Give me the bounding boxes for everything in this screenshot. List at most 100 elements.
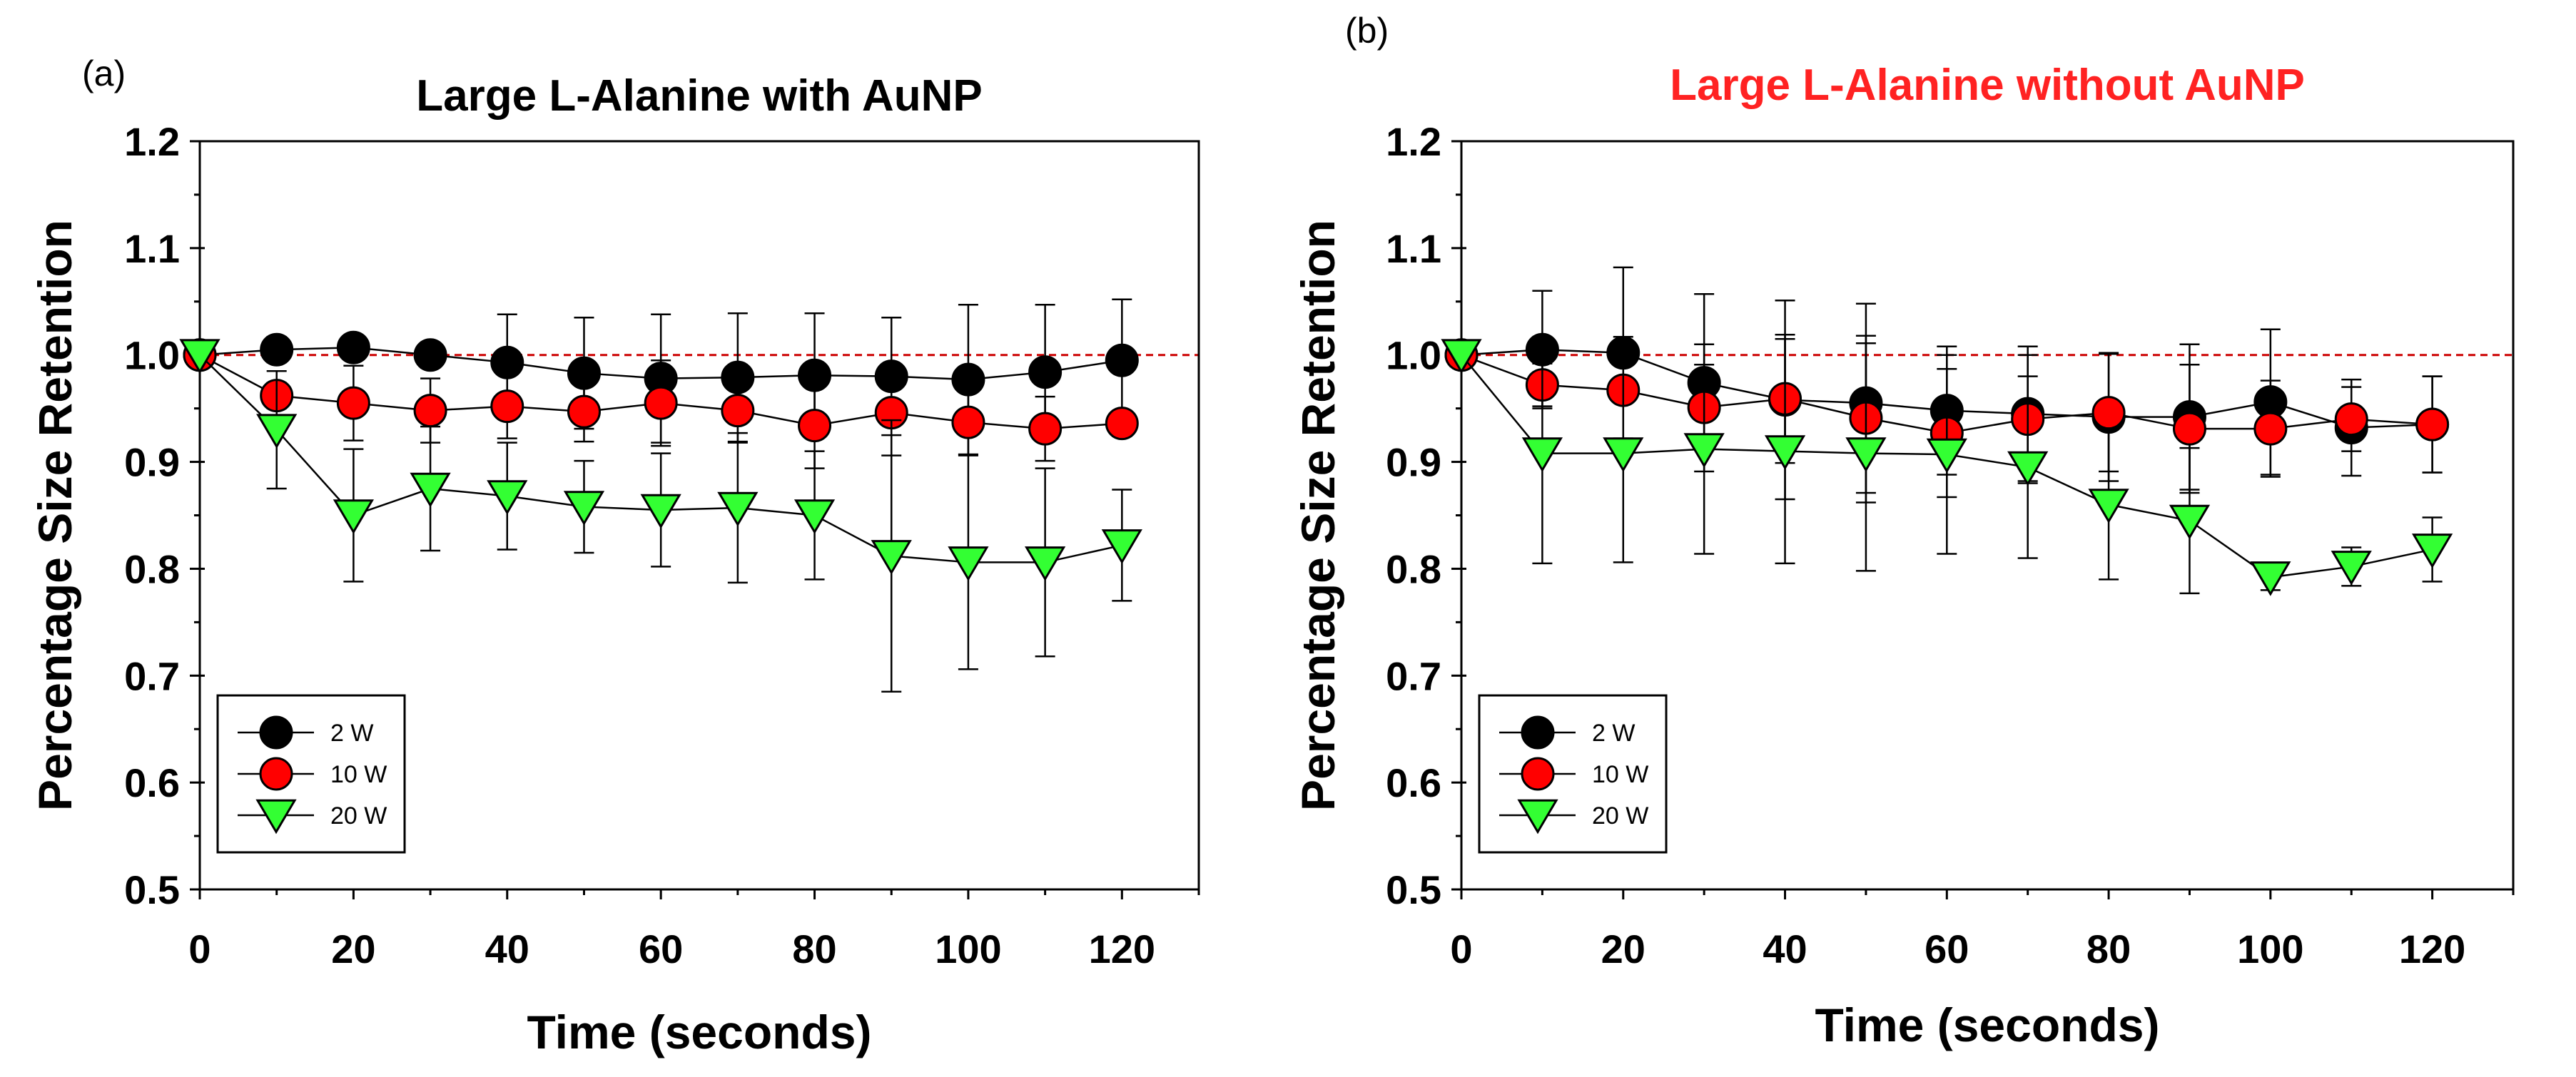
y-tick-label: 0.9	[124, 440, 180, 485]
y-tick-label: 0.5	[124, 867, 180, 912]
data-point	[871, 540, 912, 575]
x-tick-label: 100	[2237, 927, 2303, 971]
y-tick-label: 0.8	[124, 546, 180, 591]
panel-label: (b)	[1345, 11, 1389, 51]
legend-marker	[1521, 715, 1555, 750]
data-point	[2253, 412, 2288, 446]
data-point	[951, 405, 985, 439]
data-point	[2415, 407, 2450, 441]
data-point	[487, 480, 528, 515]
legend-marker	[259, 715, 293, 750]
x-tick-label: 40	[485, 927, 529, 971]
data-point	[179, 339, 220, 374]
data-point	[2334, 402, 2368, 437]
data-point	[721, 394, 755, 428]
y-tick-label: 0.6	[1386, 760, 1441, 805]
data-point	[336, 330, 370, 364]
x-tick-label: 20	[331, 927, 375, 971]
data-point	[644, 386, 678, 420]
x-tick-label: 80	[792, 927, 836, 971]
data-point	[1028, 355, 1063, 389]
legend-marker	[1517, 799, 1558, 834]
data-point	[1105, 407, 1139, 441]
x-tick-label: 0	[1450, 927, 1472, 971]
legend-label: 20 W	[330, 802, 387, 830]
data-point	[798, 409, 832, 443]
x-tick-label: 120	[2399, 927, 2465, 971]
legend-marker	[255, 799, 297, 834]
x-tick-label: 40	[1763, 927, 1807, 971]
legend-label: 2 W	[330, 720, 373, 747]
y-tick-label: 0.8	[1386, 546, 1441, 591]
x-tick-label: 60	[1925, 927, 1969, 971]
data-point	[717, 491, 759, 527]
data-point	[413, 394, 447, 428]
y-axis-label: Percentage Size Retention	[29, 220, 81, 811]
x-tick-label: 0	[188, 927, 211, 971]
legend: 2 W 10 W 20 W	[1478, 694, 1668, 854]
y-tick-label: 1.0	[1386, 333, 1441, 378]
data-point	[490, 389, 524, 424]
legend-label: 10 W	[1592, 761, 1648, 788]
x-axis-label: Time (seconds)	[527, 1006, 872, 1058]
y-tick-label: 1.1	[1386, 226, 1441, 271]
data-point	[256, 414, 298, 449]
x-axis-label: Time (seconds)	[1815, 999, 2160, 1051]
legend: 2 W 10 W 20 W	[216, 694, 406, 854]
x-tick-label: 120	[1089, 927, 1155, 971]
data-point	[640, 494, 681, 529]
y-tick-label: 1.2	[124, 119, 180, 164]
y-tick-label: 0.6	[124, 760, 180, 805]
series-20w	[179, 339, 1142, 693]
data-point	[1926, 438, 1967, 474]
chart-title: Large L-Alanine with AuNP	[416, 71, 982, 121]
data-point	[410, 472, 451, 508]
y-tick-label: 0.9	[1386, 440, 1441, 485]
data-point	[2172, 412, 2206, 446]
data-point	[1764, 435, 1806, 470]
data-point	[1028, 412, 1063, 446]
data-point	[2007, 451, 2049, 486]
data-point	[563, 491, 605, 526]
panel-a: (a) Large L-Alanine with AuNP 0.5 0.6 0.7 0.8…	[29, 53, 1200, 1058]
series-20w	[1441, 335, 2453, 596]
data-point	[2411, 534, 2453, 568]
y-tick-label: 0.5	[1386, 867, 1441, 912]
legend-label: 20 W	[1592, 802, 1648, 830]
data-point	[793, 499, 836, 534]
x-tick-label: 80	[2086, 927, 2131, 971]
data-point	[336, 386, 370, 420]
data-point	[2088, 489, 2129, 524]
y-tick-label: 0.7	[1386, 653, 1441, 698]
data-point	[1845, 437, 1887, 472]
panel-label: (a)	[82, 53, 126, 93]
data-point	[2091, 396, 2126, 430]
data-point	[1105, 343, 1139, 377]
data-point	[2331, 551, 2372, 586]
x-tick-label: 60	[639, 927, 683, 971]
y-axis-label: Percentage Size Retention	[1292, 220, 1344, 811]
data-point	[2169, 504, 2211, 540]
data-point	[1683, 433, 1725, 468]
data-point	[948, 546, 989, 581]
data-point	[260, 332, 294, 367]
legend-label: 10 W	[330, 761, 387, 788]
data-point	[567, 394, 601, 429]
chart-title: Large L-Alanine without AuNP	[1670, 61, 2305, 110]
y-tick-label: 1.0	[124, 333, 180, 378]
data-point	[333, 499, 375, 534]
y-tick-label: 1.1	[124, 226, 180, 271]
y-tick-label: 1.2	[1386, 119, 1441, 164]
data-point	[1603, 437, 1644, 472]
legend-marker	[259, 757, 293, 791]
x-tick-label: 20	[1601, 927, 1646, 971]
data-point	[413, 338, 447, 372]
data-point	[2250, 561, 2291, 596]
data-point	[1101, 529, 1142, 564]
data-point	[1441, 339, 1482, 374]
legend-label: 2 W	[1592, 720, 1635, 747]
legend-marker	[1521, 757, 1555, 791]
y-tick-label: 0.7	[124, 653, 180, 698]
data-point	[1024, 546, 1066, 581]
